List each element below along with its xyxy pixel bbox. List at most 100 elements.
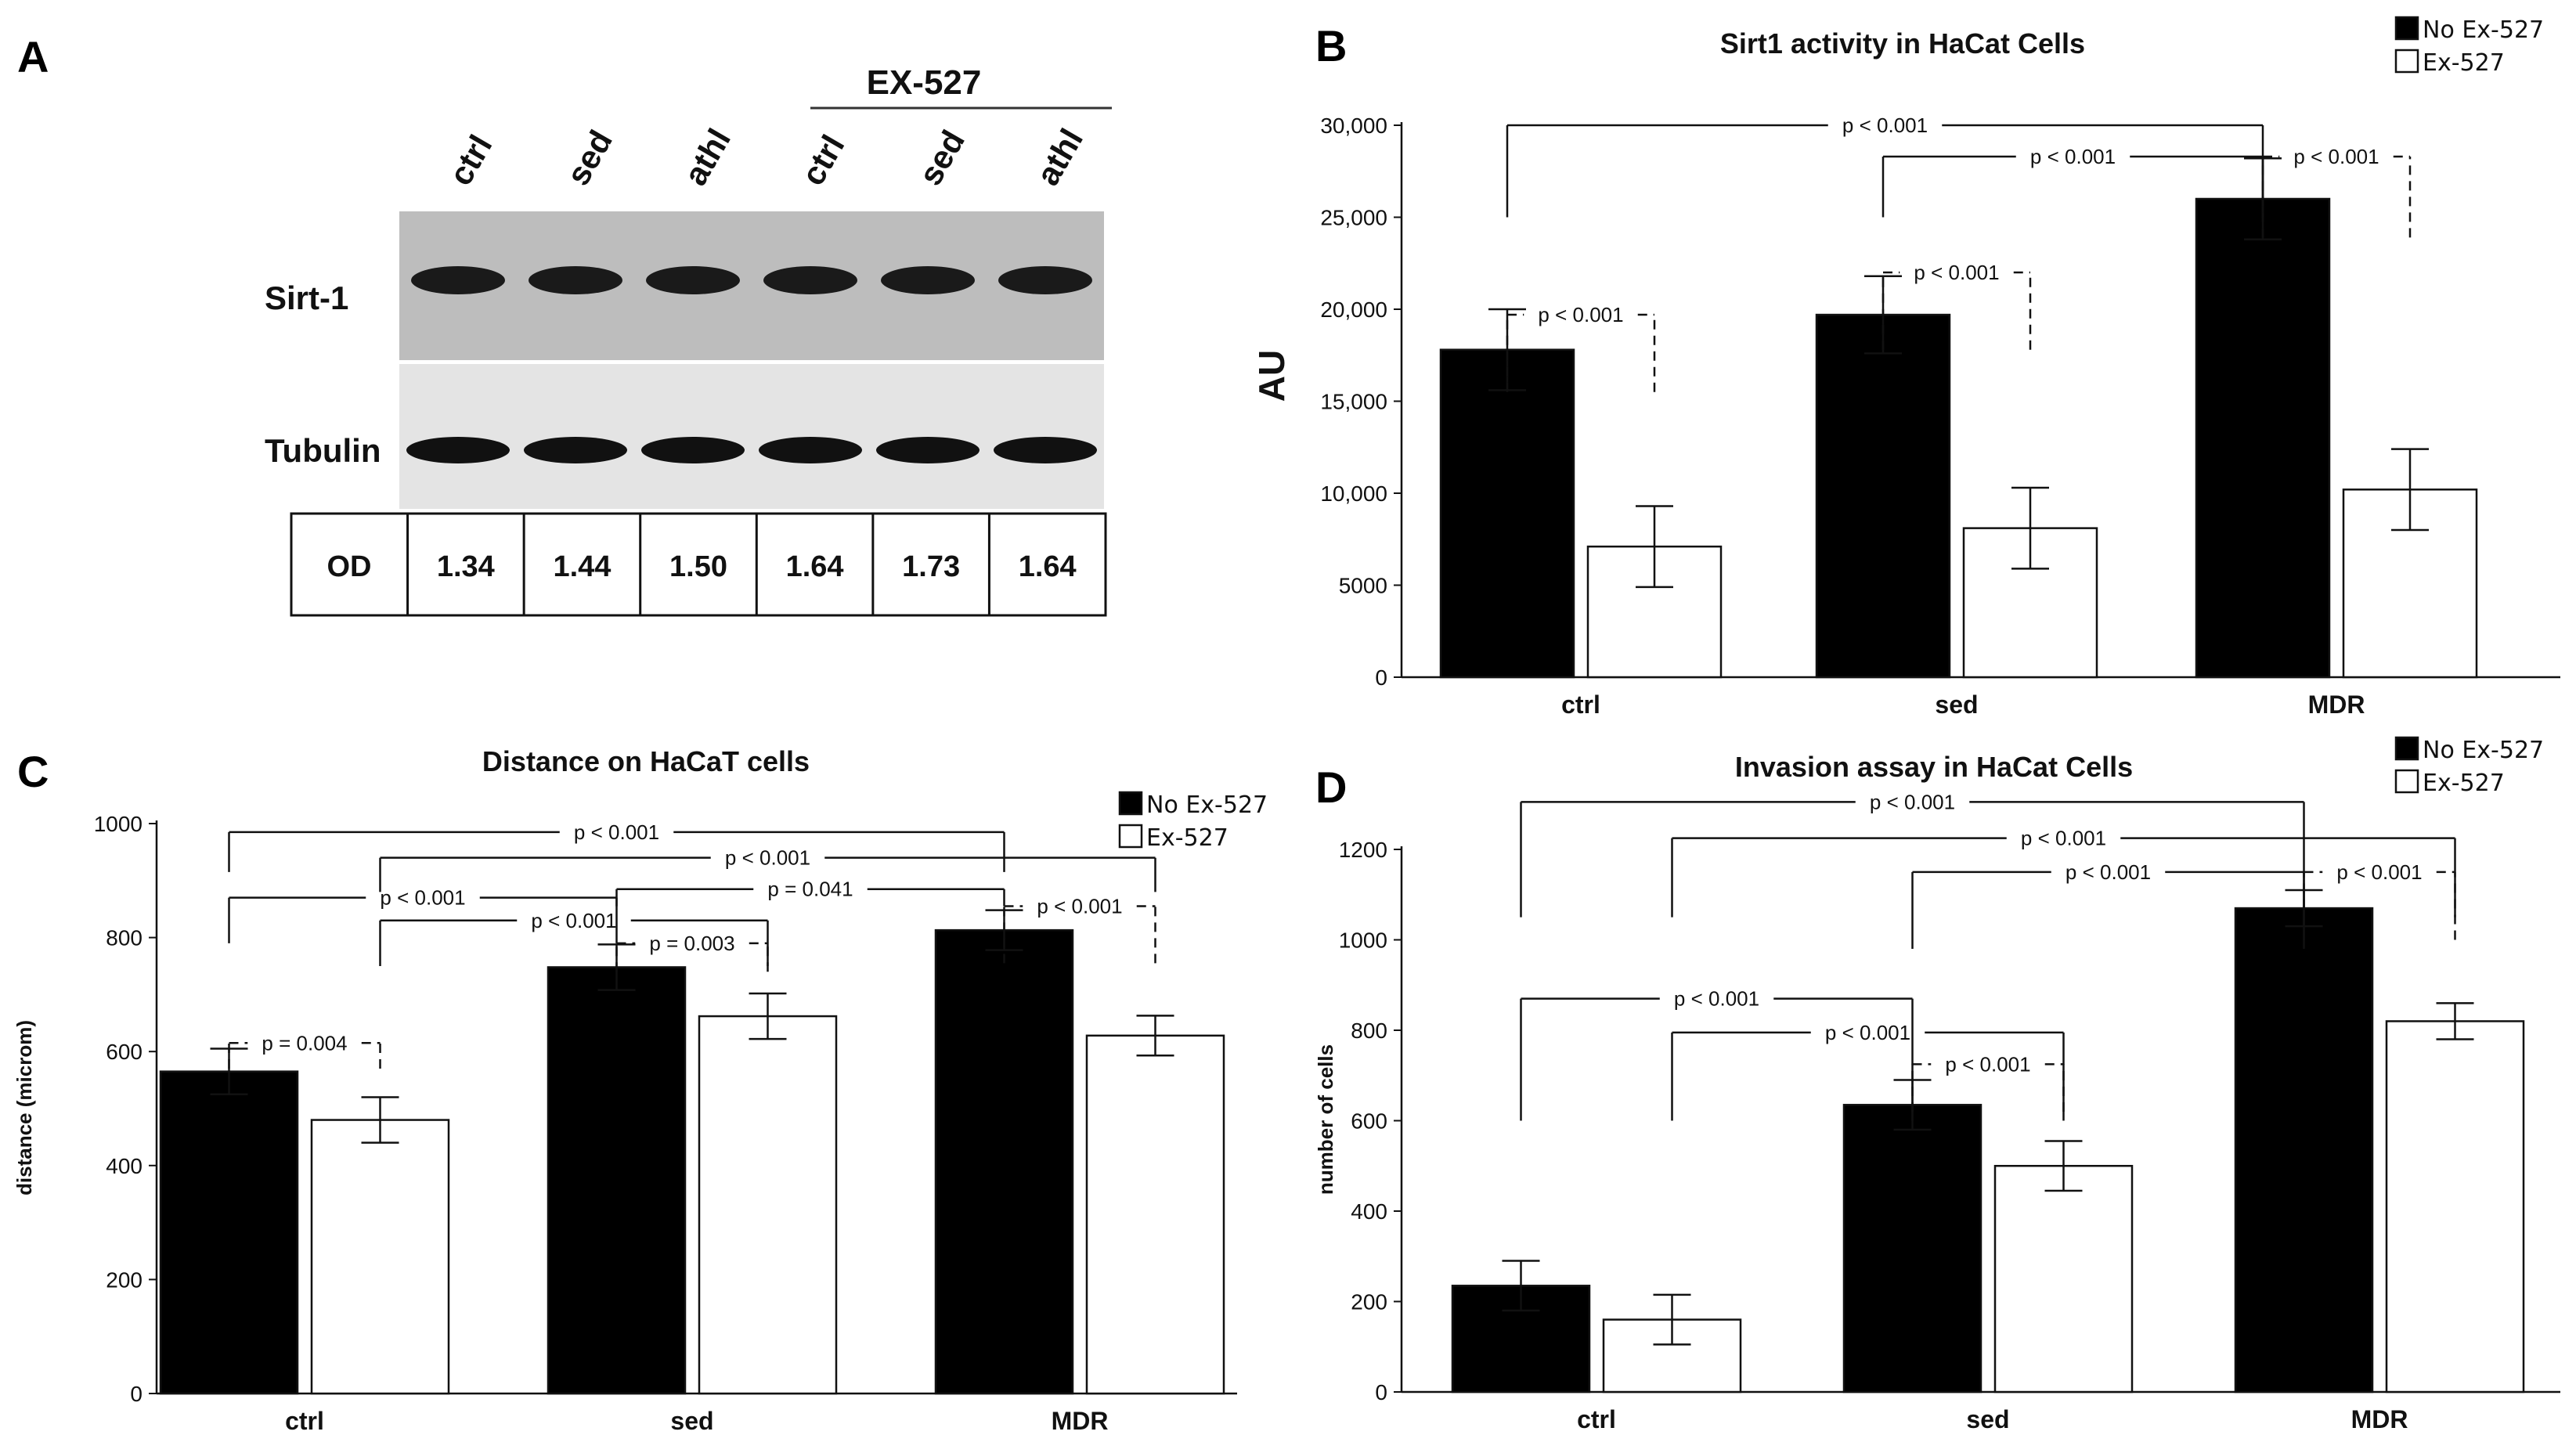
tubulin-band — [641, 437, 745, 463]
sirt1-band — [646, 266, 740, 294]
p-value-label: p < 0.001 — [1842, 114, 1928, 137]
blot-row-sirt1: Sirt-1 — [265, 279, 348, 316]
p-value-label: p < 0.001 — [1674, 987, 1759, 1011]
y-tick-label: 400 — [1351, 1199, 1387, 1224]
legend-swatch-no-ex527 — [2394, 16, 2419, 41]
y-tick-label: 25,000 — [1320, 206, 1387, 230]
y-tick-label: 1200 — [1339, 838, 1387, 862]
od-table-border — [290, 512, 1107, 617]
chart-title: Invasion assay in HaCat Cells — [1735, 751, 2133, 783]
p-value-label: p = 0.004 — [262, 1031, 347, 1055]
y-tick-label: 1000 — [1339, 928, 1387, 953]
od-table: OD 1.34 1.44 1.50 1.64 1.73 1.64 — [290, 512, 1107, 617]
bar-sed-no-ex527 — [547, 966, 687, 1395]
panel-b-letter: B — [1315, 21, 1347, 70]
od-value-1: 1.34 — [437, 550, 495, 583]
sirt1-blot — [399, 211, 1104, 360]
bar-MDR-no-ex527 — [2234, 907, 2374, 1394]
y-tick-label: 20,000 — [1320, 297, 1387, 322]
p-value-label: p < 0.001 — [1037, 895, 1122, 918]
y-axis-title: AU — [1251, 350, 1292, 402]
bar-sed-ex527 — [1993, 1165, 2134, 1394]
y-tick-label: 200 — [106, 1267, 143, 1292]
chart-title: Distance on HaCaT cells — [482, 745, 810, 777]
x-category-ctrl: ctrl — [285, 1407, 324, 1435]
p-value-label: p < 0.001 — [574, 820, 659, 844]
tubulin-band — [524, 437, 627, 463]
sirt1-band — [411, 266, 505, 294]
lane-label-3: athl — [676, 122, 738, 191]
p-value-label: p = 0.041 — [767, 878, 853, 901]
x-category-sed: sed — [1935, 690, 1978, 719]
y-tick-label: 600 — [106, 1040, 143, 1064]
lane-label-2: sed — [559, 124, 619, 191]
bar-sed-no-ex527 — [1815, 313, 1951, 679]
y-axis-title: distance (microm) — [13, 1020, 36, 1195]
tubulin-band — [876, 437, 980, 463]
bar-ctrl-no-ex527 — [1439, 348, 1575, 679]
legend-swatch-ex527 — [1118, 824, 1143, 849]
panel-c-letter: C — [17, 747, 49, 796]
x-category-MDR: MDR — [2308, 690, 2365, 719]
x-category-ctrl: ctrl — [1561, 690, 1600, 719]
y-tick-label: 30,000 — [1320, 114, 1387, 138]
legend-label-no-ex527: No Ex-527 — [1146, 791, 1268, 819]
p-value-label: p < 0.001 — [1538, 303, 1623, 326]
y-axis-title: number of cells — [1314, 1044, 1337, 1195]
p-value-label: p < 0.001 — [2293, 145, 2379, 168]
legend-label-ex527: Ex-527 — [1146, 824, 1228, 852]
p-value-label: p = 0.003 — [649, 932, 734, 955]
legend-swatch-ex527 — [2394, 49, 2419, 74]
sirt1-band — [998, 266, 1092, 294]
od-value-2: 1.44 — [553, 550, 611, 583]
p-value-label: p < 0.001 — [2021, 827, 2106, 850]
bar-sed-no-ex527 — [1842, 1104, 1983, 1394]
sirt1-band — [763, 266, 857, 294]
od-value-5: 1.73 — [902, 550, 960, 583]
p-value-label: p < 0.001 — [380, 886, 465, 910]
legend-swatch-ex527 — [2394, 769, 2419, 794]
chart-b: Sirt1 activity in HaCat Cells AU 0 5000 10,0… — [1251, 16, 2560, 719]
blot-row-tubulin: Tubulin — [265, 432, 381, 469]
bar-MDR-ex527 — [1085, 1034, 1225, 1395]
x-category-MDR: MDR — [1052, 1407, 1109, 1435]
p-value-label: p < 0.001 — [531, 909, 616, 932]
legend-label-ex527: Ex-527 — [2423, 49, 2505, 77]
p-value-label: p < 0.001 — [2030, 145, 2116, 168]
bar-MDR-ex527 — [2385, 1020, 2525, 1394]
p-value-label: p < 0.001 — [2065, 860, 2151, 884]
sirt1-band — [881, 266, 975, 294]
y-tick-label: 5000 — [1339, 574, 1387, 598]
lane-label-5: sed — [911, 124, 972, 191]
bar-ctrl-no-ex527 — [159, 1070, 299, 1395]
lane-label-1: ctrl — [442, 128, 499, 191]
x-category-sed: sed — [1966, 1405, 2009, 1433]
y-tick-label: 800 — [106, 926, 143, 950]
lane-label-6: athl — [1029, 122, 1090, 191]
y-tick-label: 15,000 — [1320, 390, 1387, 414]
x-category-sed: sed — [670, 1407, 713, 1435]
chart-title: Sirt1 activity in HaCat Cells — [1720, 27, 2085, 59]
p-value-label: p < 0.001 — [725, 846, 810, 870]
lane-labels: ctrl sed athl ctrl sed athl — [442, 122, 1090, 191]
legend-label-ex527: Ex-527 — [2423, 770, 2505, 797]
panel-a: A EX-527 ctrl sed athl ctrl sed athl Sirt-1 T… — [17, 32, 1112, 617]
bar-MDR-no-ex527 — [934, 928, 1074, 1395]
tubulin-band — [994, 437, 1097, 463]
bar-sed-ex527 — [1962, 527, 2098, 679]
p-value-label: p < 0.001 — [2336, 860, 2422, 884]
p-value-label: p < 0.001 — [1870, 790, 1955, 813]
bar-ctrl-ex527 — [310, 1119, 450, 1395]
legend-label-no-ex527: No Ex-527 — [2423, 737, 2544, 764]
y-tick-label: 800 — [1351, 1019, 1387, 1043]
y-tick-label: 10,000 — [1320, 481, 1387, 506]
od-value-3: 1.50 — [669, 550, 727, 583]
p-value-label: p < 0.001 — [1825, 1021, 1910, 1044]
panel-a-letter: A — [17, 32, 49, 81]
p-value-label: p < 0.001 — [1945, 1052, 2030, 1076]
sirt1-band — [529, 266, 622, 294]
od-value-6: 1.64 — [1019, 550, 1077, 583]
bar-sed-ex527 — [698, 1015, 838, 1395]
chart-c: Distance on HaCaT cells distance (microm)… — [13, 745, 1268, 1435]
x-category-ctrl: ctrl — [1577, 1405, 1616, 1433]
